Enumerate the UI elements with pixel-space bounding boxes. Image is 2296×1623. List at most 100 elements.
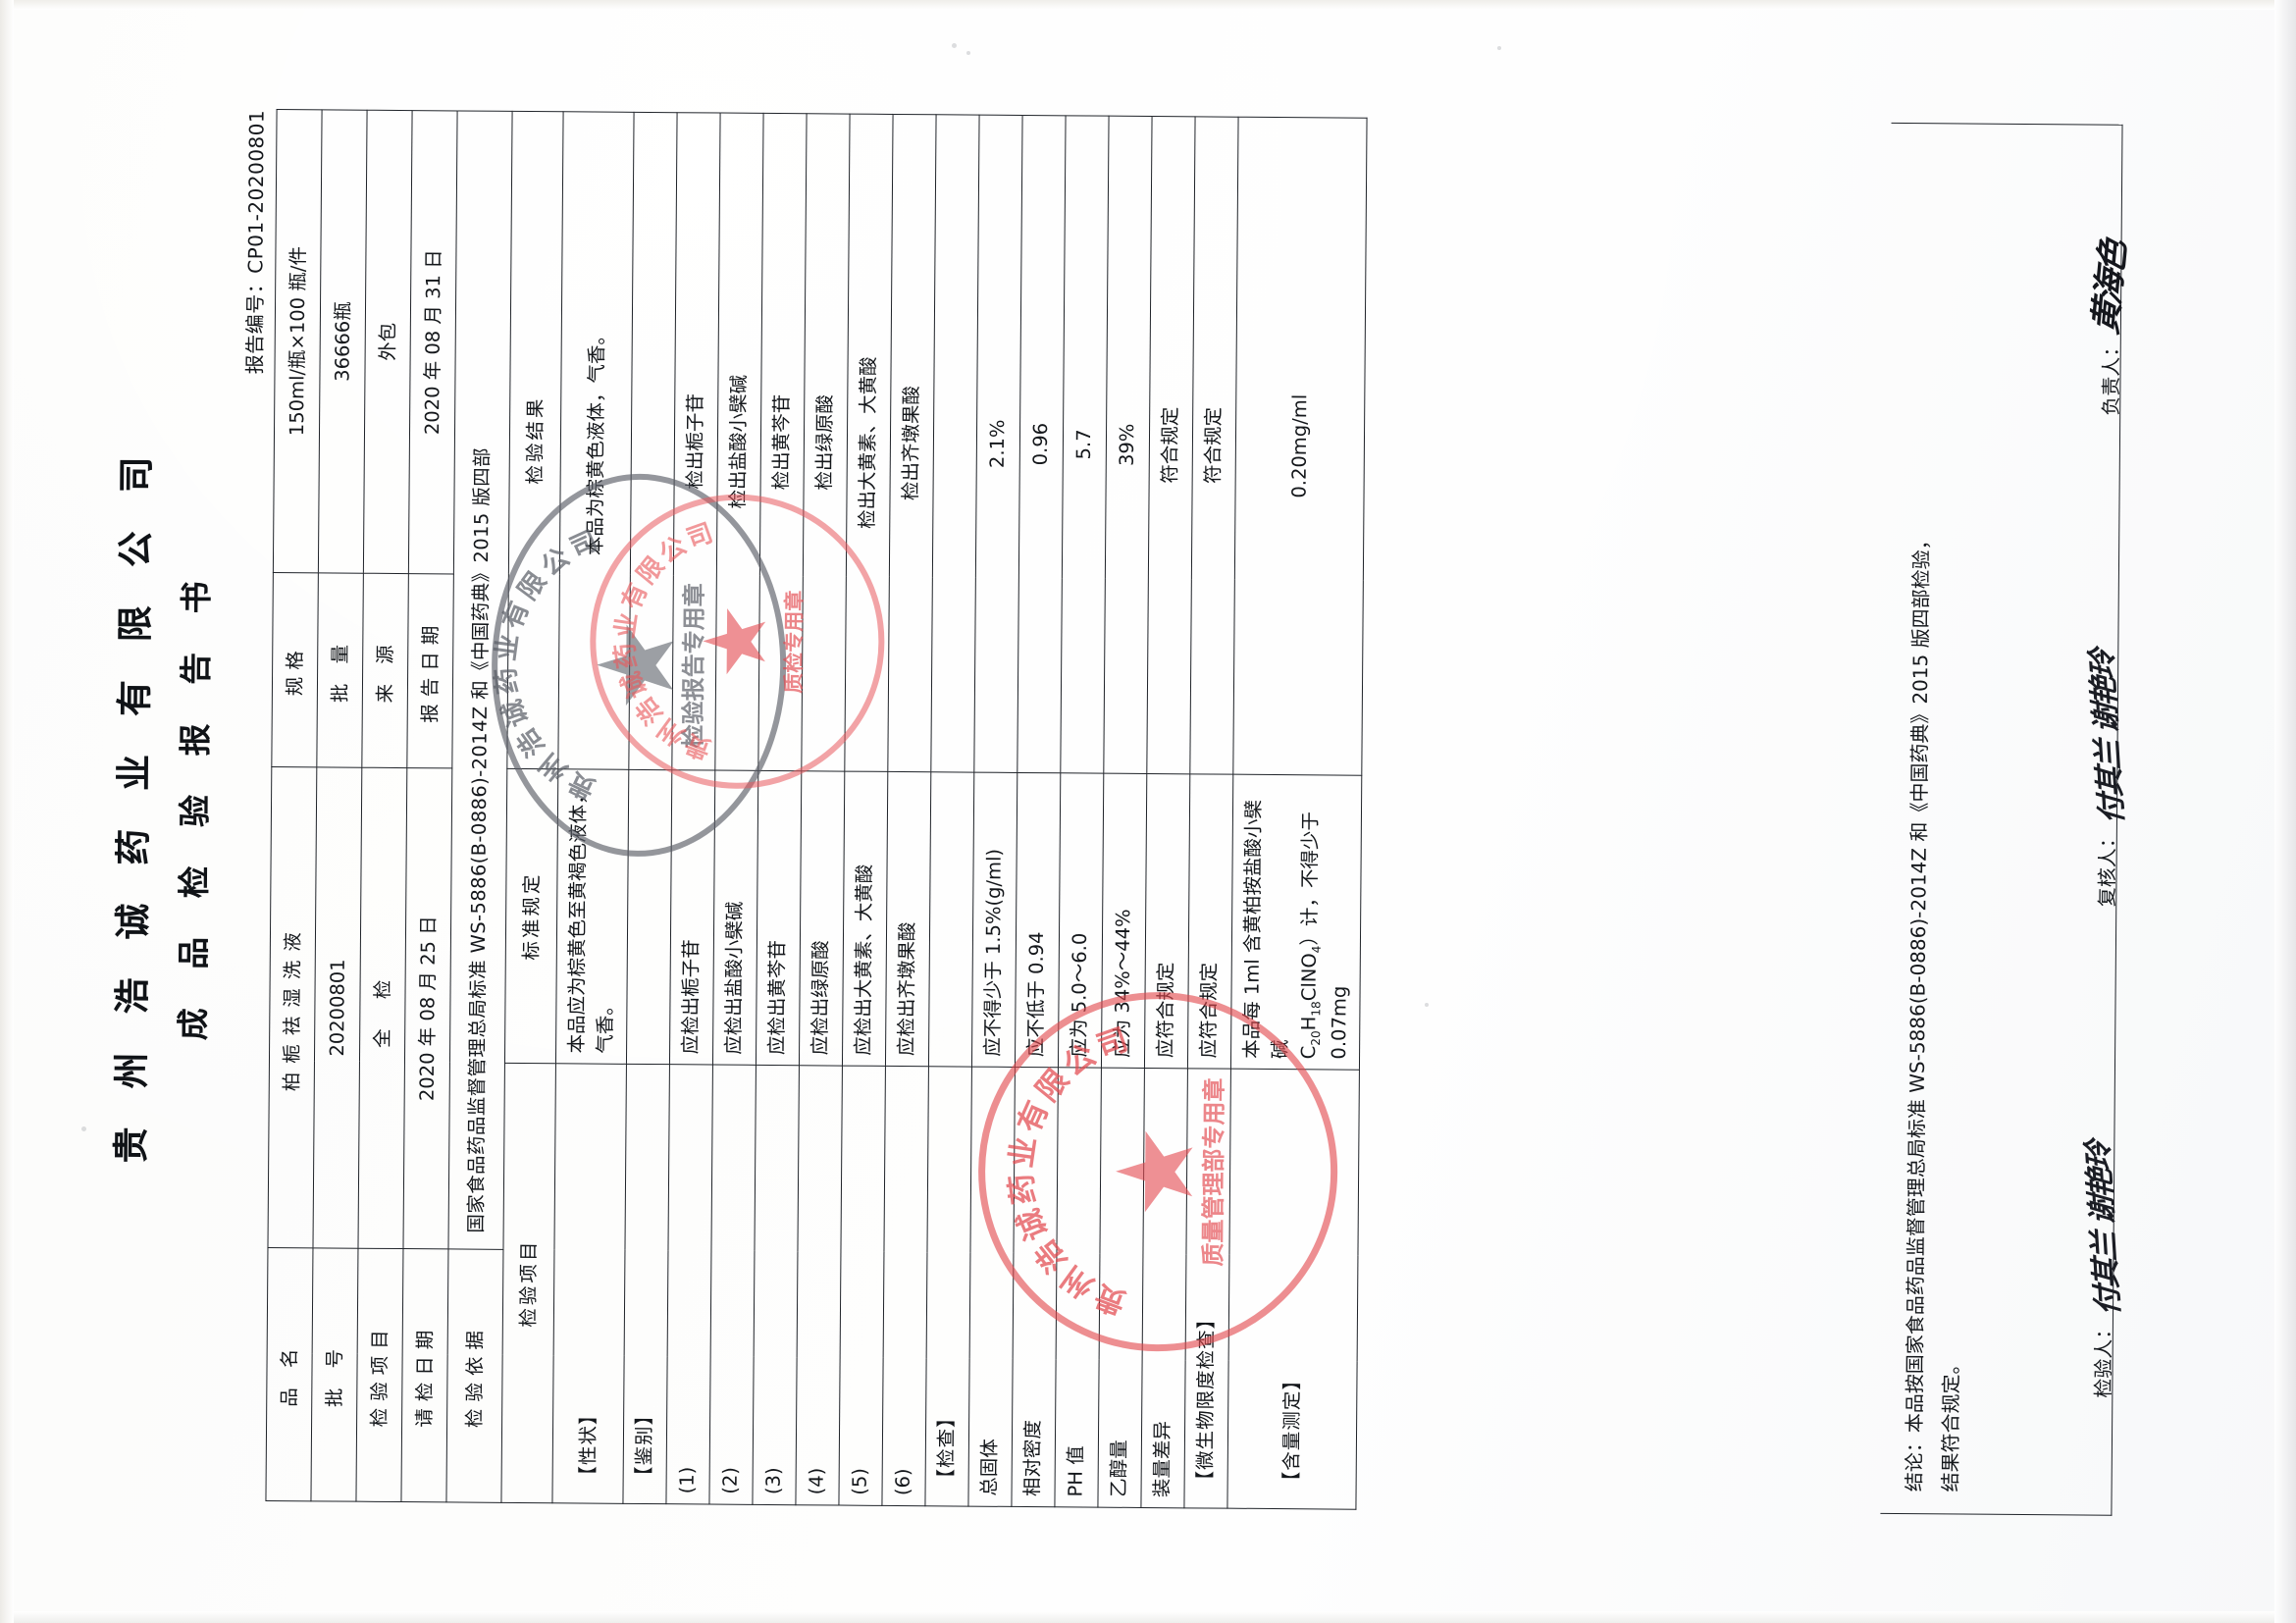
item-index: (6) (881, 1066, 928, 1506)
item-result: 39% (1103, 116, 1152, 774)
item-result: 2.1% (973, 115, 1022, 773)
value-batch-no: 20200801 (312, 766, 362, 1249)
item-standard: 应检出黄芩苷 (755, 770, 802, 1066)
manager-label: 负责人： (2099, 337, 2123, 416)
item-name-relative-density: 相对密度 (1011, 1067, 1058, 1507)
label-source: 来 源 (361, 573, 409, 768)
signature-inspector: 检验人： 付其兰 谢艳玲 (2081, 1142, 2126, 1398)
section-title-examination: 【检查】 (924, 1066, 971, 1507)
standard-empty-identification (625, 769, 672, 1065)
item-index: (3) (752, 1065, 799, 1505)
item-index: (2) (708, 1065, 756, 1505)
item-result: 5.7 (1060, 115, 1109, 774)
company-title: 贵 州 浩 诚 药 业 有 限 公 司 (110, 444, 158, 1164)
section-title-assay: 【含量测定】 (1226, 1069, 1360, 1510)
report-table: 品 名 柏栀祛湿洗液 规格 150ml/瓶×100 瓶/件 批 号 202008… (265, 109, 1368, 1510)
section-title-microbial-limit: 【微生物限度检查】 (1183, 1068, 1230, 1509)
item-standard: 应检出齐墩果酸 (884, 771, 931, 1067)
label-inspection-item: 检验项目 (355, 1248, 403, 1502)
value-inspection-item: 全 检 (357, 767, 407, 1249)
item-standard: 应为 5.0～6.0 (1057, 772, 1104, 1069)
item-result: 检出大黄素、大黄酸 (844, 114, 893, 772)
item-result: 检出绿原酸 (801, 113, 850, 772)
inspector-label: 检验人： (2091, 1319, 2115, 1398)
item-standard: 应检出盐酸小檗碱 (711, 769, 758, 1066)
scan-speck (966, 51, 970, 55)
inspection-report-document: 贵 州 浩 诚 药 业 有 限 公 司 成 品 检 验 报 告 书 报告编号：C… (73, 67, 2223, 1555)
item-result: 符合规定 (1189, 116, 1238, 775)
label-batch-no: 批 号 (310, 1247, 358, 1502)
item-name-ph: PH 值 (1054, 1067, 1101, 1508)
conclusion-text1: 本品按国家食品药品监督管理总局标准 WS-5886(B-0886)-2014Z … (1903, 530, 1934, 1434)
label-batch-qty: 批 量 (316, 572, 364, 768)
signature-reviewer: 复核人： 付其兰 谢艳玲 (2085, 651, 2130, 908)
value-spec: 150ml/瓶×100 瓶/件 (273, 109, 323, 573)
item-index: (1) (665, 1064, 712, 1505)
value-source: 外包 (363, 110, 413, 574)
report-title: 成 品 检 验 报 告 书 (174, 567, 216, 1041)
standard-properties: 本品应为棕黄色至黄褐色液体，气香。 (555, 768, 629, 1065)
item-standard: 应不得少于 1.5%(g/ml) (970, 772, 1018, 1068)
value-product-name: 柏栀祛湿洗液 (267, 766, 317, 1248)
item-standard: 应不低于 0.94 (1014, 772, 1061, 1068)
inspector-signature: 付其兰 谢艳玲 (2081, 1141, 2127, 1317)
item-result: 检出齐墩果酸 (887, 114, 936, 772)
page-edge-left (0, 0, 14, 1623)
item-name-ethanol: 乙醇量 (1097, 1068, 1144, 1508)
column-header-result: 检验结果 (506, 111, 564, 769)
column-header-standard: 标准规定 (504, 768, 558, 1064)
item-result: 0.96 (1017, 115, 1066, 773)
assay-result: 0.20mg/ml (1232, 117, 1368, 776)
item-name-fill-variation: 装量差异 (1140, 1068, 1187, 1508)
item-result: 检出栀子苷 (671, 112, 720, 770)
item-standard: 应符合规定 (1186, 773, 1233, 1070)
manager-signature: 黄海色 (2086, 236, 2134, 339)
page-edge-right (2274, 0, 2296, 1623)
item-index: (5) (838, 1066, 885, 1506)
item-standard: 应检出绿原酸 (798, 770, 845, 1067)
conclusion-block: 结论：本品按国家食品药品监督管理总局标准 WS-5886(B-0886)-201… (1880, 122, 2123, 1516)
standard-empty-examination (927, 771, 974, 1068)
scan-speck (81, 1126, 86, 1131)
page-edge-bottom (0, 1611, 2296, 1623)
assay-standard-line2: C20H18ClNO4）计，不得少于 0.07mg (1297, 811, 1351, 1060)
signature-manager: 负责人： 黄海色 (2086, 236, 2133, 416)
label-sample-date: 请检日期 (400, 1248, 448, 1502)
section-title-identification: 【鉴别】 (622, 1064, 669, 1504)
item-standard: 应为 34%～44% (1100, 773, 1147, 1069)
report-number: 报告编号：CP01-20200801 (238, 110, 269, 375)
scan-speck (1425, 1003, 1429, 1007)
item-result: 检出盐酸小檗碱 (714, 113, 763, 771)
scan-speck (1497, 46, 1501, 50)
result-empty-identification (628, 112, 677, 770)
item-result: 检出黄芩苷 (757, 113, 807, 771)
label-report-date: 报告日期 (406, 573, 454, 768)
table-row-section-assay: 【含量测定】 本品每 1ml 含黄柏按盐酸小檗碱 C20H18ClNO4）计，不… (1226, 117, 1368, 1510)
scan-speck (952, 43, 957, 48)
conclusion-label: 结论： (1902, 1433, 1927, 1492)
label-product-name: 品 名 (265, 1247, 313, 1501)
report-number-value: CP01-20200801 (243, 109, 269, 274)
report-number-label: 报告编号： (242, 273, 268, 375)
scan-speck (483, 1062, 487, 1066)
table-row-section-xingzhuang: 【性状】 本品应为棕黄色至黄褐色液体，气香。 本品为棕黄色液体，气香。 (551, 111, 634, 1504)
value-report-date: 2020 年 08 月 31 日 (408, 110, 458, 574)
item-name-total-solids: 总固体 (967, 1067, 1015, 1507)
result-properties: 本品为棕黄色液体，气香。 (557, 111, 634, 770)
value-batch-qty: 36666瓶 (318, 109, 368, 574)
value-basis: 国家食品药品监督管理总局标准 WS-5886(B-0886)-2014Z 和《中… (447, 110, 513, 1250)
item-standard: 应检出大黄素、大黄酸 (841, 771, 888, 1067)
item-standard: 应符合规定 (1143, 773, 1190, 1069)
item-standard: 应检出栀子苷 (668, 769, 715, 1066)
item-index: (4) (795, 1065, 842, 1506)
value-sample-date: 2020 年 08 月 25 日 (402, 767, 452, 1249)
reviewer-signature: 付其兰 谢艳玲 (2085, 651, 2131, 825)
item-result: 符合规定 (1146, 116, 1195, 774)
section-title-properties: 【性状】 (551, 1063, 626, 1504)
page-edge-top (0, 0, 2296, 10)
assay-standard: 本品每 1ml 含黄柏按盐酸小檗碱 C20H18ClNO4）计，不得少于 0.0… (1229, 774, 1363, 1071)
label-basis: 检验依据 (445, 1248, 503, 1503)
label-spec: 规格 (271, 572, 319, 767)
reviewer-label: 复核人： (2095, 828, 2119, 908)
